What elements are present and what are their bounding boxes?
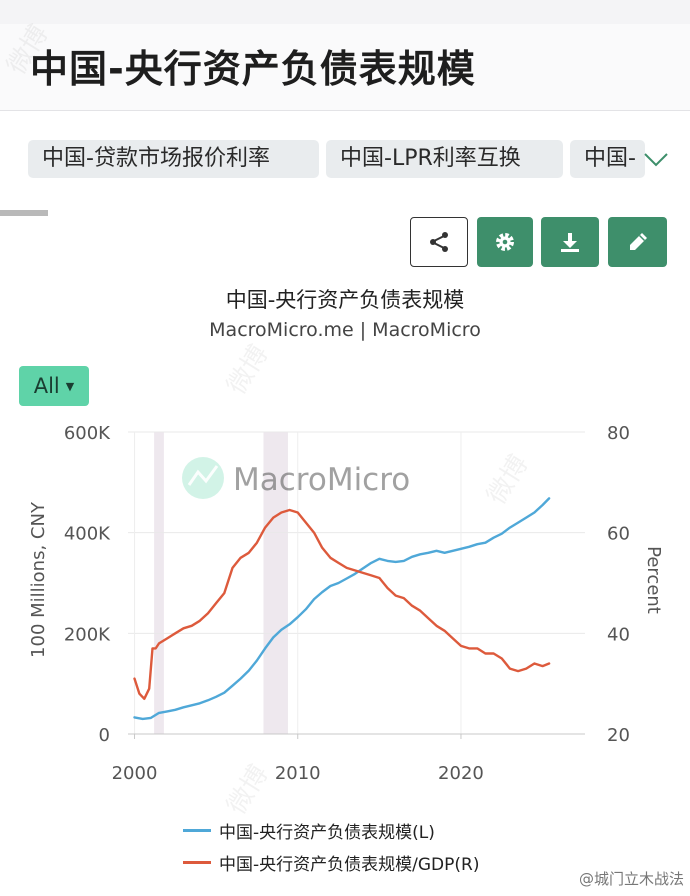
download-button[interactable] — [541, 217, 599, 267]
watermark-text: MacroMicro — [233, 462, 410, 498]
legend-swatch-red — [183, 861, 211, 864]
x-tick-label: 2010 — [275, 763, 321, 784]
recession-band — [154, 432, 164, 734]
x-tick-label: 2000 — [112, 763, 158, 784]
series-line-ratio — [133, 508, 551, 700]
chevron-down-icon[interactable] — [641, 148, 671, 170]
y-axis-right-label: Percent — [643, 546, 664, 614]
watermark-logo-mark — [187, 465, 219, 486]
footer-watermark: @城门立木战法 — [578, 870, 684, 888]
chart-title: 中国-央行资产负债表规模 — [225, 288, 465, 312]
legend-label-ratio: 中国-央行资产负债表规模/GDP(R) — [219, 855, 480, 875]
legend-item-ratio[interactable]: 中国-央行资产负债表规模/GDP(R) — [183, 850, 479, 875]
top-bar — [0, 0, 690, 24]
chart: MacroMicro 0 200K 400K 600K 20 40 60 80 2000 2010… — [28, 423, 664, 784]
page-title: 中国-央行资产负债表规模 — [30, 47, 476, 91]
share-icon — [430, 232, 448, 252]
download-icon — [561, 233, 579, 252]
range-selector-button[interactable]: All ▼ — [19, 366, 89, 406]
y-left-tick-label: 200K — [64, 624, 111, 645]
y-left-tick-label: 0 — [99, 725, 110, 746]
pencil-icon — [629, 233, 647, 250]
tag-lpr[interactable]: 中国-贷款市场报价利率 — [28, 140, 319, 178]
title-bar: 中国-央行资产负债表规模 — [0, 24, 690, 111]
y-left-tick-label: 400K — [64, 524, 111, 545]
y-right-tick-label: 20 — [607, 725, 630, 746]
y-right-tick-label: 40 — [607, 624, 630, 645]
legend-item-assets[interactable]: 中国-央行资产负债表规模(L) — [183, 818, 435, 843]
legend-label-assets: 中国-央行资产负债表规模(L) — [219, 823, 435, 843]
tag-lpr-swap[interactable]: 中国-LPR利率互换 — [326, 140, 563, 178]
y-left-tick-label: 600K — [64, 423, 111, 444]
range-selector-label: All — [33, 374, 60, 398]
y-right-tick-label: 60 — [607, 524, 630, 545]
settings-button[interactable] — [477, 217, 533, 267]
background-watermark: 微博 — [221, 339, 275, 400]
tag-more[interactable]: 中国- — [570, 140, 645, 178]
axes: 0 200K 400K 600K 20 40 60 80 2000 2010 2020 — [64, 423, 630, 784]
recession-band — [263, 432, 288, 734]
x-tick-label: 2020 — [438, 763, 484, 784]
caret-down-icon: ▼ — [65, 379, 75, 393]
series-line-assets — [133, 497, 551, 721]
recession-bands — [154, 432, 288, 734]
series — [133, 497, 551, 721]
gridlines — [128, 431, 585, 735]
legend-swatch-blue — [183, 829, 211, 832]
chart-subtitle: MacroMicro.me | MacroMicro — [209, 319, 481, 341]
y-right-tick-label: 80 — [607, 423, 630, 444]
edit-button[interactable] — [608, 217, 667, 267]
share-button[interactable] — [410, 217, 468, 267]
chart-watermark: MacroMicro — [182, 457, 410, 499]
gear-icon — [496, 233, 514, 251]
y-axis-left-label: 100 Millions, CNY — [28, 501, 49, 658]
scroll-indicator — [0, 210, 48, 216]
